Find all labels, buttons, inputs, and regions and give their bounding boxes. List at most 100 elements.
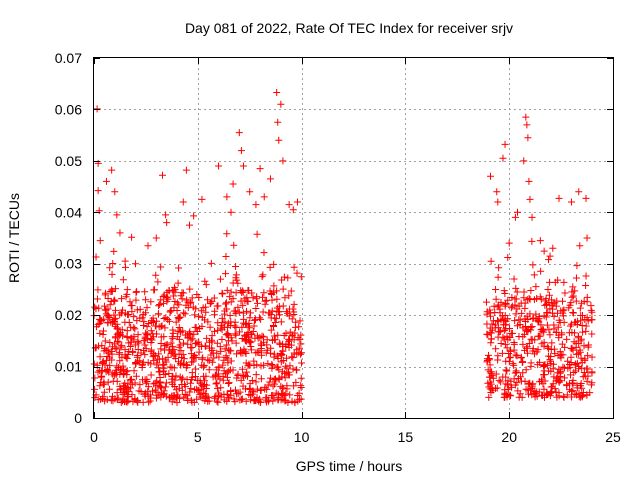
data-point <box>232 339 240 347</box>
data-point <box>148 336 156 344</box>
y-tick-label: 0.04 <box>55 204 82 220</box>
data-point <box>502 357 510 365</box>
data-point <box>512 351 520 359</box>
data-point <box>215 162 223 170</box>
data-point <box>588 316 596 324</box>
data-point <box>155 355 163 363</box>
data-point <box>105 314 113 322</box>
data-point <box>579 373 587 381</box>
data-point <box>241 348 249 356</box>
data-point <box>582 282 590 290</box>
data-point <box>524 390 532 398</box>
data-point <box>224 391 232 399</box>
data-point <box>191 340 199 348</box>
data-point <box>252 304 260 312</box>
data-point <box>228 337 236 345</box>
data-point <box>217 322 225 330</box>
data-point <box>185 221 193 229</box>
data-point <box>231 318 239 326</box>
data-point <box>274 363 282 371</box>
data-point <box>145 319 153 327</box>
data-point <box>198 195 206 203</box>
data-point <box>242 397 250 405</box>
data-point <box>494 198 502 206</box>
data-point <box>154 278 162 286</box>
data-point <box>136 381 144 389</box>
data-point <box>179 289 187 297</box>
data-point <box>527 326 535 334</box>
data-point <box>123 367 131 375</box>
data-point <box>239 309 247 317</box>
data-point <box>290 300 298 308</box>
data-point <box>157 345 165 353</box>
data-point <box>162 211 170 219</box>
data-point <box>108 270 116 278</box>
data-point <box>492 295 500 303</box>
data-point <box>138 361 146 369</box>
data-point <box>565 360 573 368</box>
data-point <box>574 332 582 340</box>
data-point <box>510 339 518 347</box>
data-point <box>527 287 535 295</box>
data-point <box>532 283 540 291</box>
data-point <box>567 299 575 307</box>
data-point <box>253 385 261 393</box>
data-point <box>186 328 194 336</box>
data-point <box>524 316 532 324</box>
data-point <box>106 362 114 370</box>
data-point <box>213 349 221 357</box>
data-point <box>282 390 290 398</box>
data-point <box>127 375 135 383</box>
data-point <box>121 346 129 354</box>
data-point <box>136 357 144 365</box>
data-point <box>238 323 246 331</box>
data-point <box>258 332 266 340</box>
data-point <box>508 293 516 301</box>
data-point <box>93 105 101 113</box>
data-point <box>195 313 203 321</box>
data-point <box>506 354 514 362</box>
data-point <box>519 369 527 377</box>
data-point <box>213 302 221 310</box>
data-point <box>578 392 586 400</box>
data-point <box>507 347 515 355</box>
data-point <box>566 386 574 394</box>
data-point <box>248 376 256 384</box>
data-point <box>523 121 531 129</box>
data-point <box>147 334 155 342</box>
data-point <box>208 297 216 305</box>
data-point <box>94 286 102 294</box>
data-point <box>296 317 304 325</box>
data-point <box>192 305 200 313</box>
data-point <box>257 375 265 383</box>
data-point <box>141 341 149 349</box>
data-point <box>251 316 259 324</box>
data-point <box>520 288 528 296</box>
data-point <box>291 323 299 331</box>
data-point <box>259 271 267 279</box>
data-point <box>223 230 231 238</box>
data-point <box>165 370 173 378</box>
data-point <box>200 361 208 369</box>
data-point <box>207 259 215 267</box>
data-point <box>269 362 277 370</box>
data-point <box>483 356 491 364</box>
data-point <box>499 154 507 162</box>
data-point <box>266 374 274 382</box>
data-point <box>197 307 205 315</box>
data-point <box>98 367 106 375</box>
data-point <box>191 323 199 331</box>
data-point <box>513 288 521 296</box>
data-point <box>130 367 138 375</box>
data-point <box>132 296 140 304</box>
data-point <box>142 379 150 387</box>
data-point <box>297 374 305 382</box>
data-point <box>495 328 503 336</box>
data-point <box>491 309 499 317</box>
data-point <box>544 286 552 294</box>
data-point <box>556 369 564 377</box>
data-point <box>126 298 134 306</box>
data-point <box>220 367 228 375</box>
data-point <box>95 207 103 215</box>
data-point <box>526 195 534 203</box>
